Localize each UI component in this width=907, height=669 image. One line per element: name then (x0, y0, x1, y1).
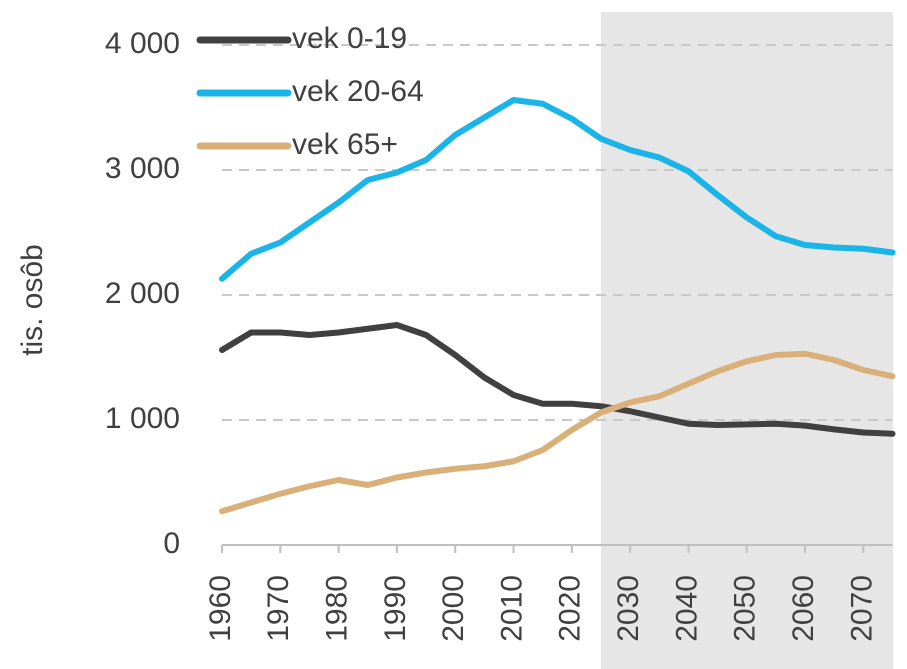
y-tick-label: 4 000 (105, 27, 180, 60)
series-line (219, 97, 896, 282)
x-tick-label: 1960 (204, 575, 237, 642)
x-tick-label: 2060 (787, 575, 820, 642)
legend-label: vek 20-64 (292, 75, 424, 108)
x-tick-label: 2010 (495, 575, 528, 642)
legend-label: vek 0-19 (292, 22, 407, 55)
series-line (219, 350, 896, 515)
y-tick-label: 2 000 (105, 277, 180, 310)
series-line (219, 322, 896, 437)
legend-label: vek 65+ (292, 128, 398, 161)
x-tick-label: 2050 (729, 575, 762, 642)
x-tick-label: 2030 (612, 575, 645, 642)
projection-shade (600, 12, 893, 669)
y-tick-label: 1 000 (105, 402, 180, 435)
y-tick-label: 3 000 (105, 152, 180, 185)
x-tick-label: 2040 (670, 575, 703, 642)
y-tick-label: 0 (163, 527, 180, 560)
x-tick-label: 1970 (262, 575, 295, 642)
x-tick-label: 2070 (845, 575, 878, 642)
x-tick-label: 1990 (379, 575, 412, 642)
x-tick-label: 2000 (437, 575, 470, 642)
y-axis-label: tis. osôb (16, 244, 49, 356)
x-tick-label: 1980 (321, 575, 354, 642)
x-tick-label: 2020 (554, 575, 587, 642)
